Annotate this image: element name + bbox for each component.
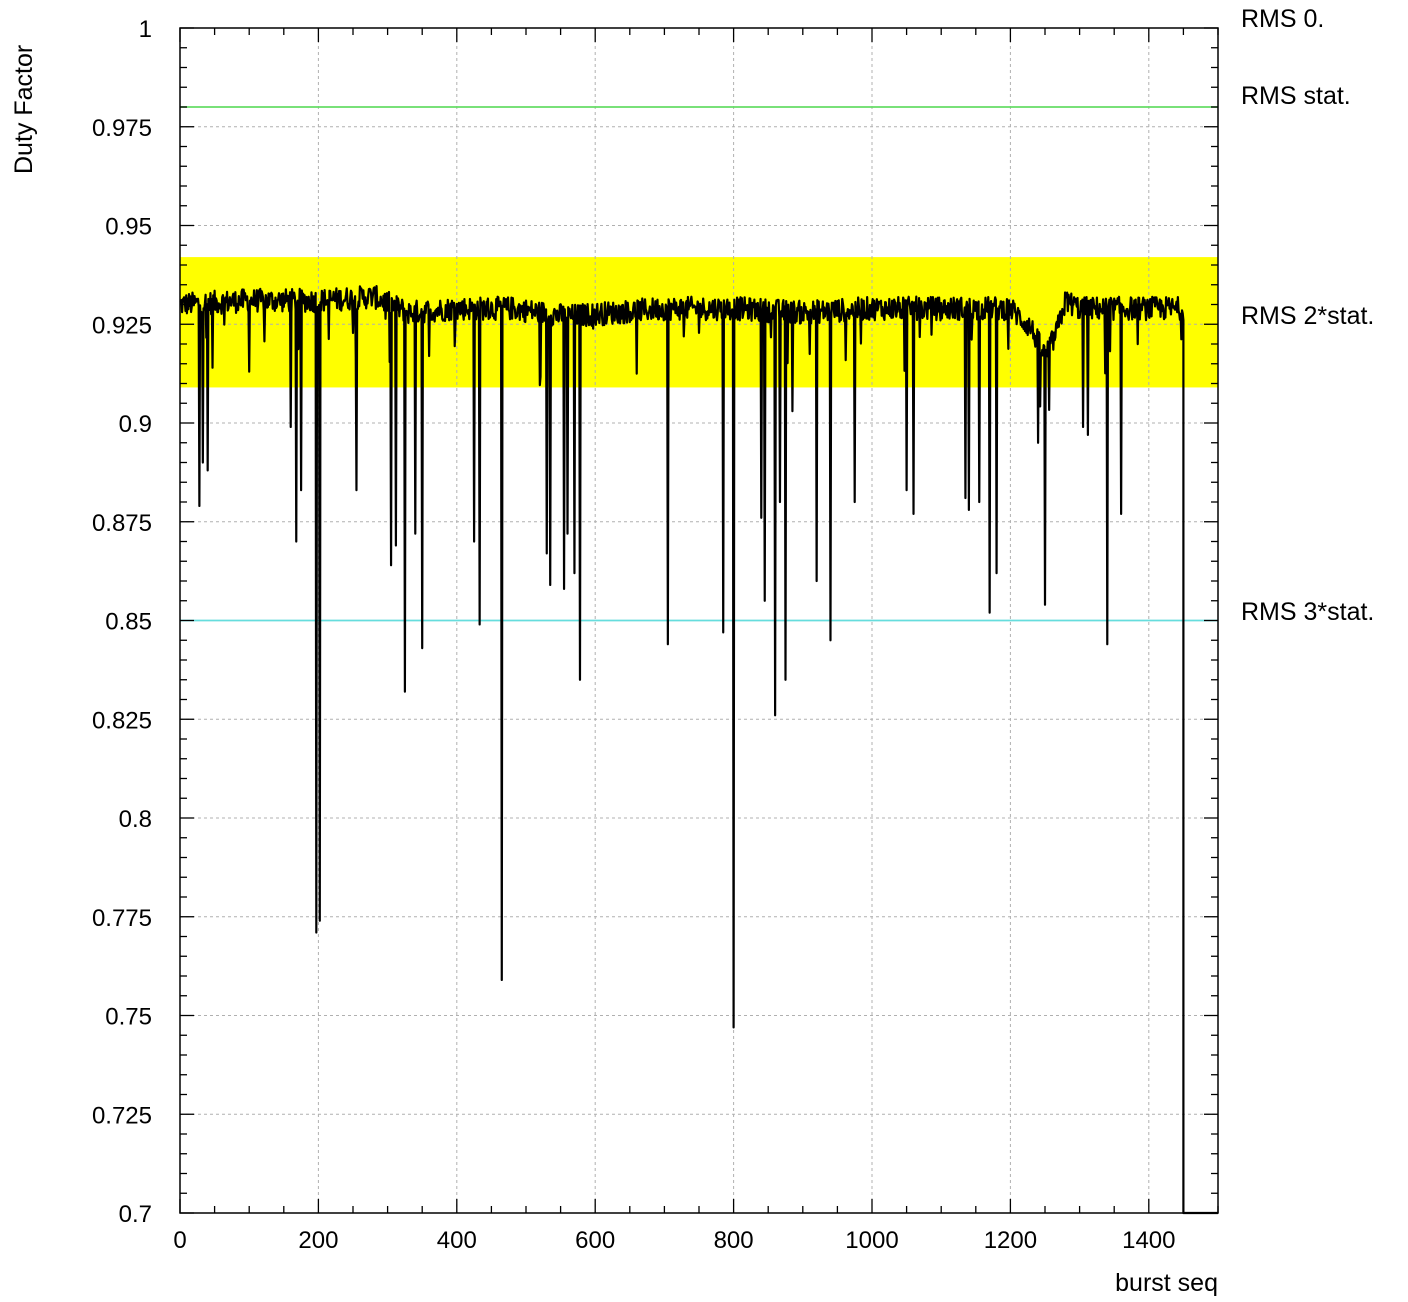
reference-lines-layer bbox=[180, 106, 1218, 622]
reference-labels: RMS 0. RMS stat. RMS 2*stat. RMS 3*stat. bbox=[1241, 5, 1374, 626]
y-tick-label: 0.8 bbox=[119, 806, 152, 833]
y-tick-label: 0.95 bbox=[105, 214, 152, 241]
y-tick-label: 0.825 bbox=[92, 707, 152, 734]
tick-marks bbox=[179, 27, 1219, 1214]
y-tick-label: 0.775 bbox=[92, 905, 152, 932]
x-tick-label: 1400 bbox=[1122, 1227, 1175, 1254]
x-tick-label: 1200 bbox=[984, 1227, 1037, 1254]
data-line-layer bbox=[179, 284, 1218, 1215]
reference-label: RMS 3*stat. bbox=[1241, 598, 1374, 626]
x-tick-label: 800 bbox=[714, 1227, 754, 1254]
x-tick-label: 1000 bbox=[845, 1227, 898, 1254]
x-tick-label: 400 bbox=[437, 1227, 477, 1254]
x-tick-label: 0 bbox=[173, 1227, 186, 1254]
y-axis-title: Duty Factor bbox=[10, 45, 38, 174]
x-axis-title: burst seq bbox=[1115, 1269, 1218, 1297]
y-tick-label: 0.925 bbox=[92, 312, 152, 339]
y-tick-label: 0.725 bbox=[92, 1102, 152, 1129]
reference-label: RMS stat. bbox=[1241, 82, 1351, 110]
duty-factor-line bbox=[179, 284, 1218, 1215]
y-tick-label: 0.75 bbox=[105, 1004, 152, 1031]
y-tick-label: 0.875 bbox=[92, 510, 152, 537]
y-tick-label: 0.975 bbox=[92, 115, 152, 142]
reference-label: RMS 0. bbox=[1241, 5, 1324, 33]
y-tick-label: 0.9 bbox=[119, 411, 152, 438]
tick-labels: 0 200 400 600 800 1000 1200 1400 0.7 0.725 0.75 0.7… bbox=[92, 16, 1176, 1254]
y-tick-label: 1 bbox=[139, 16, 152, 43]
y-tick-label: 0.85 bbox=[105, 609, 152, 636]
y-tick-label: 0.7 bbox=[119, 1201, 152, 1228]
x-tick-label: 200 bbox=[298, 1227, 338, 1254]
x-tick-label: 600 bbox=[575, 1227, 615, 1254]
reference-label: RMS 2*stat. bbox=[1241, 302, 1374, 330]
